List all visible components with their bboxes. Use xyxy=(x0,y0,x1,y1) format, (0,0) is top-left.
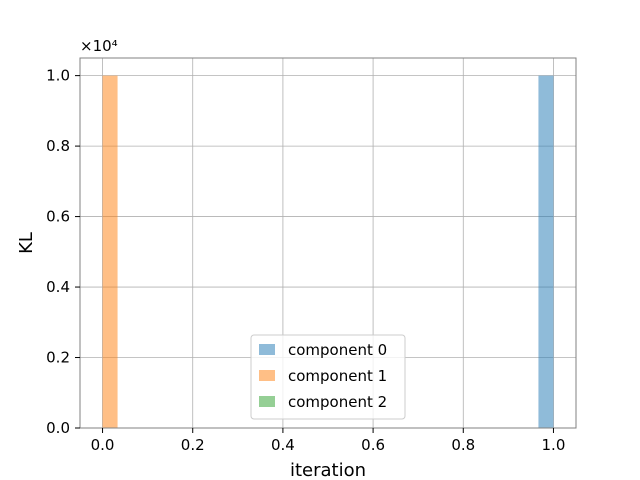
legend: component 0 component 1 component 2 xyxy=(250,334,406,420)
y-tick-label: 0.6 xyxy=(46,208,70,226)
grid xyxy=(80,58,576,429)
x-tick-label: 0.8 xyxy=(451,436,475,454)
legend-swatch xyxy=(259,344,275,355)
y-tick-label: 0.2 xyxy=(46,349,70,367)
y-tick-label: 0.8 xyxy=(46,137,70,155)
x-tick-label: 1.0 xyxy=(542,436,566,454)
x-axis-ticks: 0.0 0.2 0.4 0.6 0.8 1.0 xyxy=(91,428,566,454)
y-tick-label: 1.0 xyxy=(46,67,70,85)
x-tick-label: 0.6 xyxy=(361,436,385,454)
legend-entry: component 1 xyxy=(288,367,387,385)
bars xyxy=(102,75,554,428)
x-tick-label: 0.4 xyxy=(271,436,295,454)
legend-box xyxy=(250,334,406,420)
x-axis-label: iteration xyxy=(290,460,366,480)
y-offset-text: ×10⁴ xyxy=(80,37,118,55)
legend-swatch xyxy=(259,370,275,381)
y-axis-label: KL xyxy=(16,232,37,254)
legend-entry: component 0 xyxy=(288,341,387,359)
bar-component-1 xyxy=(102,75,118,428)
x-tick-label: 0.0 xyxy=(91,436,115,454)
x-tick-label: 0.2 xyxy=(181,436,205,454)
legend-swatch xyxy=(259,396,275,407)
legend-entry: component 2 xyxy=(288,393,387,411)
y-axis-ticks: 0.0 0.2 0.4 0.6 0.8 1.0 xyxy=(46,67,80,437)
plot-frame xyxy=(79,57,577,429)
y-tick-label: 0.4 xyxy=(46,278,70,296)
y-tick-label: 0.0 xyxy=(46,419,70,437)
bar-component-0 xyxy=(538,75,554,428)
